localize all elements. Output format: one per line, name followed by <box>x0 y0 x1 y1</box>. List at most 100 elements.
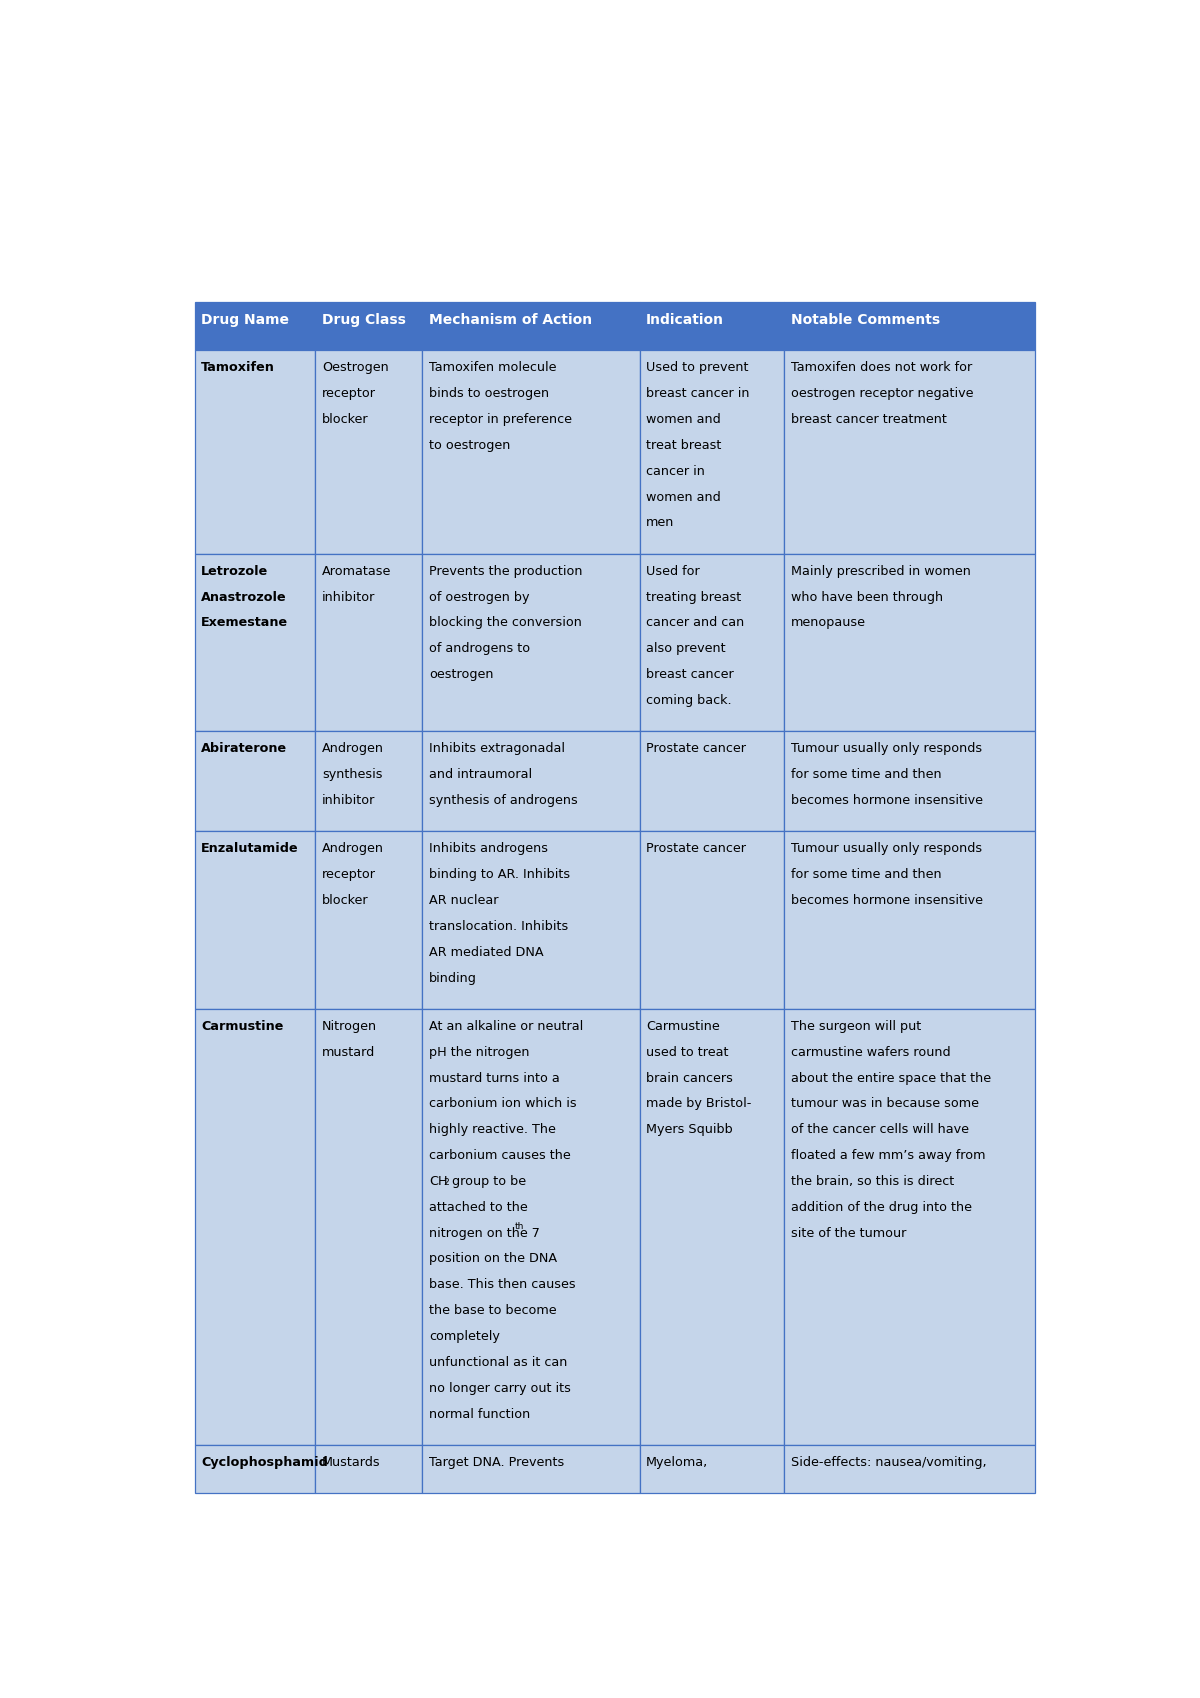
Text: to oestrogen: to oestrogen <box>428 438 510 452</box>
Text: 2: 2 <box>443 1178 449 1187</box>
Text: becomes hormone insensitive: becomes hormone insensitive <box>791 893 983 907</box>
Text: coming back.: coming back. <box>646 694 732 706</box>
Text: Mechanism of Action: Mechanism of Action <box>428 312 592 328</box>
Text: of oestrogen by: of oestrogen by <box>428 591 529 603</box>
Bar <box>422 302 640 350</box>
Text: group to be: group to be <box>448 1175 526 1189</box>
Text: translocation. Inhibits: translocation. Inhibits <box>428 920 568 932</box>
Bar <box>784 1445 1036 1493</box>
Text: CH: CH <box>428 1175 448 1189</box>
Text: receptor: receptor <box>322 868 376 881</box>
Text: binds to oestrogen: binds to oestrogen <box>428 387 548 401</box>
Text: breast cancer in: breast cancer in <box>646 387 750 401</box>
Text: Used to prevent: Used to prevent <box>646 362 749 374</box>
Bar <box>194 732 316 830</box>
Text: At an alkaline or neutral: At an alkaline or neutral <box>428 1020 583 1032</box>
Bar <box>316 350 422 554</box>
Text: Exemestane: Exemestane <box>202 616 288 630</box>
Text: Androgen: Androgen <box>322 842 384 856</box>
Bar <box>640 554 784 732</box>
Text: Tamoxifen: Tamoxifen <box>202 362 275 374</box>
Text: women and: women and <box>646 491 721 504</box>
Text: Prostate cancer: Prostate cancer <box>646 742 746 756</box>
Bar <box>784 554 1036 732</box>
Text: Used for: Used for <box>646 565 700 577</box>
Bar <box>640 302 784 350</box>
Bar <box>194 350 316 554</box>
Bar <box>640 1445 784 1493</box>
Bar <box>194 554 316 732</box>
Text: AR nuclear: AR nuclear <box>428 893 498 907</box>
Text: Target DNA. Prevents: Target DNA. Prevents <box>428 1455 564 1469</box>
Text: synthesis of androgens: synthesis of androgens <box>428 795 577 807</box>
Text: women and: women and <box>646 413 721 426</box>
Text: nitrogen on the 7: nitrogen on the 7 <box>428 1226 540 1240</box>
Bar <box>422 1009 640 1445</box>
Text: for some time and then: for some time and then <box>791 767 941 781</box>
Text: th: th <box>515 1223 524 1231</box>
Text: Inhibits extragonadal: Inhibits extragonadal <box>428 742 565 756</box>
Text: Androgen: Androgen <box>322 742 384 756</box>
Text: Drug Class: Drug Class <box>322 312 406 328</box>
Text: mustard: mustard <box>322 1046 376 1058</box>
Text: binding to AR. Inhibits: binding to AR. Inhibits <box>428 868 570 881</box>
Text: Indication: Indication <box>646 312 724 328</box>
Text: normal function: normal function <box>428 1408 530 1421</box>
Text: Tamoxifen molecule: Tamoxifen molecule <box>428 362 557 374</box>
Text: tumour was in because some: tumour was in because some <box>791 1097 978 1110</box>
Bar <box>640 350 784 554</box>
Text: of the cancer cells will have: of the cancer cells will have <box>791 1122 968 1136</box>
Bar <box>194 302 316 350</box>
Text: made by Bristol-: made by Bristol- <box>646 1097 751 1110</box>
Text: receptor in preference: receptor in preference <box>428 413 572 426</box>
Text: oestrogen: oestrogen <box>428 667 493 681</box>
Text: oestrogen receptor negative: oestrogen receptor negative <box>791 387 973 401</box>
Bar <box>194 1009 316 1445</box>
Text: Carmustine: Carmustine <box>646 1020 720 1032</box>
Text: inhibitor: inhibitor <box>322 591 376 603</box>
Text: becomes hormone insensitive: becomes hormone insensitive <box>791 795 983 807</box>
Bar <box>422 350 640 554</box>
Bar <box>784 830 1036 1009</box>
Bar <box>316 1009 422 1445</box>
Text: Mustards: Mustards <box>322 1455 380 1469</box>
Bar <box>316 1445 422 1493</box>
Bar <box>784 350 1036 554</box>
Text: about the entire space that the: about the entire space that the <box>791 1071 991 1085</box>
Text: used to treat: used to treat <box>646 1046 728 1058</box>
Text: AR mediated DNA: AR mediated DNA <box>428 946 544 959</box>
Text: Side-effects: nausea/vomiting,: Side-effects: nausea/vomiting, <box>791 1455 986 1469</box>
Bar <box>640 1009 784 1445</box>
Text: also prevent: also prevent <box>646 642 726 655</box>
Text: Aromatase: Aromatase <box>322 565 391 577</box>
Text: the brain, so this is direct: the brain, so this is direct <box>791 1175 954 1189</box>
Bar <box>316 830 422 1009</box>
Bar <box>422 830 640 1009</box>
Text: mustard turns into a: mustard turns into a <box>428 1071 559 1085</box>
Text: of androgens to: of androgens to <box>428 642 530 655</box>
Bar <box>422 554 640 732</box>
Text: receptor: receptor <box>322 387 376 401</box>
Bar <box>784 1009 1036 1445</box>
Text: Prostate cancer: Prostate cancer <box>646 842 746 856</box>
Text: attached to the: attached to the <box>428 1200 528 1214</box>
Text: site of the tumour: site of the tumour <box>791 1226 906 1240</box>
Bar <box>640 732 784 830</box>
Text: Myeloma,: Myeloma, <box>646 1455 708 1469</box>
Text: completely: completely <box>428 1330 499 1343</box>
Text: breast cancer treatment: breast cancer treatment <box>791 413 947 426</box>
Text: Enzalutamide: Enzalutamide <box>202 842 299 856</box>
Text: Abiraterone: Abiraterone <box>202 742 287 756</box>
Text: carbonium ion which is: carbonium ion which is <box>428 1097 576 1110</box>
Text: floated a few mm’s away from: floated a few mm’s away from <box>791 1150 985 1161</box>
Text: Mainly prescribed in women: Mainly prescribed in women <box>791 565 971 577</box>
Text: menopause: menopause <box>791 616 865 630</box>
Text: Inhibits androgens: Inhibits androgens <box>428 842 548 856</box>
Text: no longer carry out its: no longer carry out its <box>428 1382 571 1394</box>
Text: position on the DNA: position on the DNA <box>428 1253 557 1265</box>
Bar <box>316 554 422 732</box>
Text: Prevents the production: Prevents the production <box>428 565 582 577</box>
Text: binding: binding <box>428 971 476 985</box>
Text: blocking the conversion: blocking the conversion <box>428 616 582 630</box>
Text: Tamoxifen does not work for: Tamoxifen does not work for <box>791 362 972 374</box>
